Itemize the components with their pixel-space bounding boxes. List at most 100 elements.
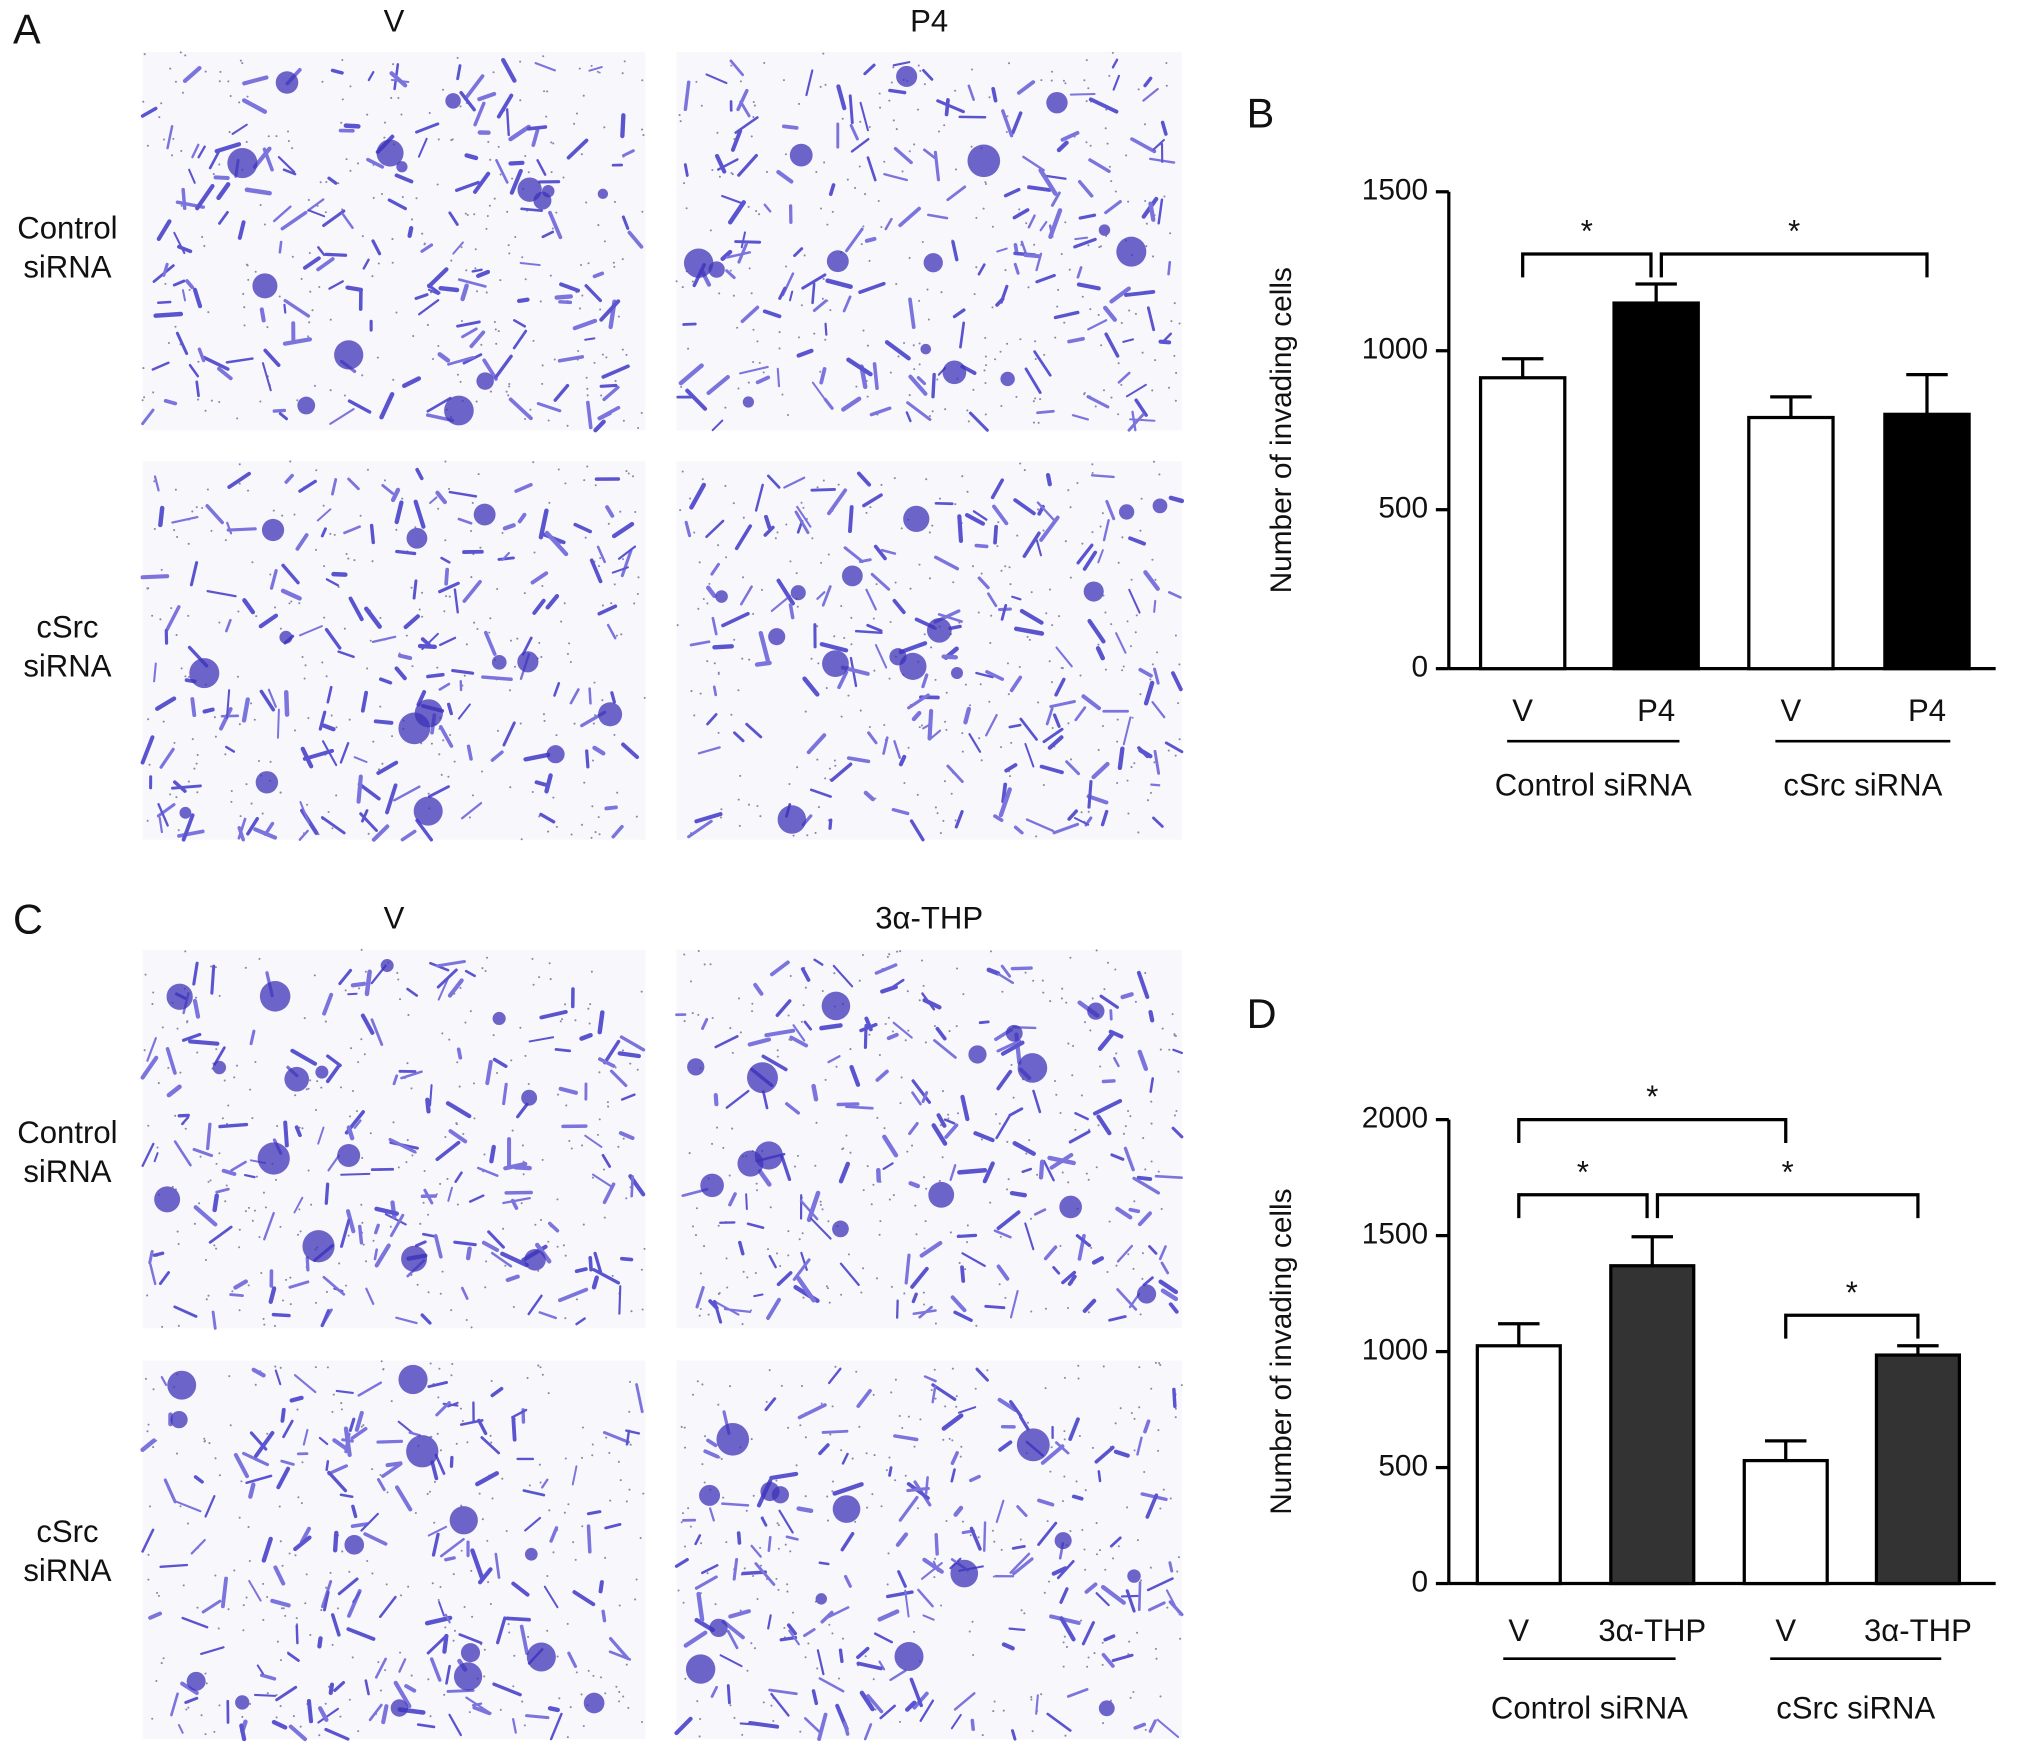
pore <box>699 1307 702 1311</box>
cell <box>483 630 497 656</box>
pore <box>918 363 921 366</box>
pore <box>742 576 745 579</box>
pore <box>617 1460 620 1463</box>
cell <box>404 1684 417 1693</box>
cell <box>904 1700 917 1712</box>
cell <box>1039 220 1048 232</box>
pore <box>1063 1475 1066 1478</box>
pore <box>700 104 703 107</box>
cell <box>193 1205 218 1227</box>
pore <box>309 1633 312 1636</box>
cell-cluster <box>255 771 279 794</box>
cell <box>953 1310 973 1322</box>
pore <box>407 1585 410 1588</box>
significance-bracket <box>1784 1313 1920 1339</box>
cell <box>282 337 313 346</box>
cell <box>158 1271 171 1286</box>
cell <box>848 94 854 125</box>
cell <box>307 209 326 218</box>
pore <box>552 796 555 799</box>
cell <box>558 1086 578 1095</box>
pore <box>930 646 933 649</box>
pore <box>410 1087 413 1090</box>
cell <box>635 1383 644 1414</box>
pore <box>191 510 194 513</box>
pore <box>789 974 792 978</box>
cell <box>299 800 310 825</box>
pore <box>448 595 451 598</box>
pore <box>326 1366 329 1369</box>
pore <box>907 746 910 749</box>
pore <box>1174 634 1177 637</box>
pore <box>305 1573 308 1576</box>
pore <box>401 497 404 500</box>
pore <box>448 1038 451 1041</box>
pore <box>1064 221 1067 224</box>
cell <box>173 1140 192 1167</box>
cell <box>1128 536 1146 546</box>
cell <box>513 319 527 328</box>
cell <box>326 685 333 704</box>
pore <box>314 548 318 551</box>
cell <box>886 1590 914 1599</box>
pore <box>427 1291 430 1294</box>
cell <box>1010 966 1033 971</box>
pore <box>218 1152 221 1155</box>
cell <box>299 625 323 637</box>
cell <box>1087 618 1106 644</box>
pore <box>762 371 765 374</box>
pore <box>201 506 204 510</box>
cell <box>705 519 725 539</box>
pore <box>288 1552 291 1555</box>
cell <box>1148 201 1156 222</box>
pore <box>1126 779 1129 782</box>
cell <box>1147 1601 1166 1612</box>
pore <box>1122 665 1125 668</box>
pore <box>1108 1220 1111 1223</box>
cell <box>360 1512 379 1532</box>
cell-cluster <box>376 139 404 167</box>
pore <box>218 994 221 997</box>
pore <box>204 1672 207 1675</box>
pore <box>866 1165 869 1168</box>
pore <box>807 1642 810 1645</box>
cell <box>933 555 960 571</box>
pore <box>428 1490 432 1493</box>
pore <box>174 325 177 328</box>
pore <box>1042 529 1045 532</box>
cell <box>353 1119 362 1129</box>
cell <box>217 366 233 381</box>
pore <box>603 1216 606 1219</box>
pore <box>1043 353 1046 356</box>
cell <box>1133 1722 1147 1730</box>
pore <box>1084 1489 1087 1492</box>
cell <box>348 1417 356 1433</box>
pore <box>214 1574 217 1577</box>
pore <box>1087 87 1090 90</box>
cell <box>233 1452 250 1479</box>
pore <box>539 1366 542 1369</box>
pore <box>923 83 926 86</box>
pore <box>893 477 896 480</box>
cell <box>188 364 200 378</box>
pore <box>862 1189 865 1192</box>
significance-label: * <box>1782 1154 1794 1189</box>
pore <box>599 308 602 311</box>
pore <box>961 750 964 753</box>
cell <box>438 725 454 748</box>
pore <box>1170 320 1173 323</box>
pore <box>680 1521 683 1524</box>
pore <box>977 611 980 614</box>
y-axis-label: Number of invading cells <box>1265 267 1298 593</box>
pore <box>1010 1063 1013 1066</box>
cell-cluster <box>1152 498 1168 514</box>
cell <box>466 744 473 761</box>
pore <box>943 124 946 127</box>
cell <box>541 230 555 239</box>
cell <box>190 1538 206 1555</box>
pore <box>1083 391 1086 395</box>
pore <box>970 145 973 148</box>
cell <box>922 1614 935 1621</box>
pore <box>545 115 548 118</box>
cell <box>1105 499 1116 521</box>
